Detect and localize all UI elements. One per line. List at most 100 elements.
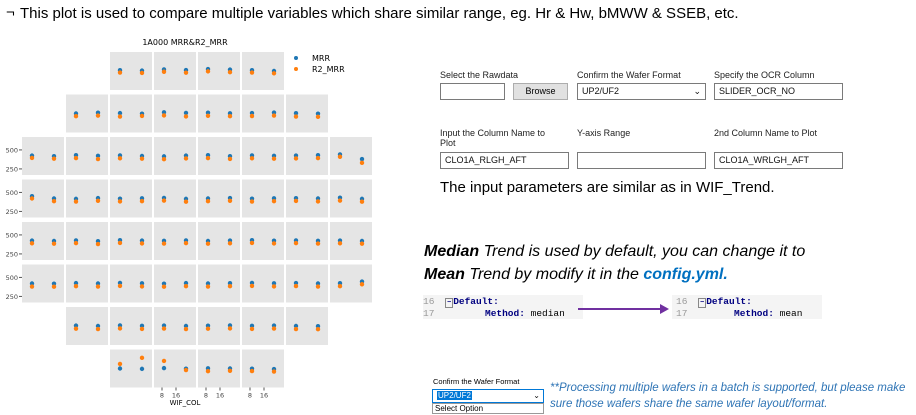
point [249,323,255,329]
x-tick-label: 8 [204,392,208,400]
line: Method: median [485,308,565,319]
panel [242,179,284,218]
panel [66,307,108,345]
ocr-input[interactable]: SLIDER_OCR_NO [714,83,843,100]
panel [198,307,240,345]
point [337,154,343,159]
panel [198,137,240,175]
y-tick-label: 500 [6,189,18,197]
point [139,284,145,289]
point [29,241,35,246]
key: − Default: [698,296,752,308]
point [249,283,255,289]
point [227,323,233,328]
point [293,156,299,161]
panel [242,264,284,303]
dropdown-option[interactable]: Select Option [432,403,544,414]
panel [286,94,328,133]
point [315,281,321,286]
line-no: 17 [676,308,688,319]
point [249,70,255,75]
point [227,368,233,373]
point [161,113,167,118]
point [293,326,299,332]
point [249,240,255,246]
point [29,196,35,201]
caption: The input parameters are similar as in W… [440,179,775,196]
point [161,365,167,371]
panel [198,94,240,133]
point [73,326,79,331]
point [359,241,365,246]
panel [286,137,328,175]
panel [66,137,108,175]
format-select[interactable]: UP2/UF2 ⌄ [432,389,544,403]
point [183,114,189,119]
point [117,114,123,119]
point [227,326,233,331]
point [161,358,167,364]
point [249,326,255,332]
point [271,156,277,161]
point [315,326,321,332]
col2-input[interactable]: CLO1A_WRLGH_AFT [714,152,843,169]
point [271,369,277,374]
point [183,110,189,116]
panel [154,94,196,133]
point [95,198,101,203]
point [183,280,189,286]
point [161,323,167,328]
y-tick-label: 500 [6,146,18,154]
yrange-input[interactable] [577,152,706,169]
point [337,198,343,203]
legend-label: R2_MRR [312,65,345,74]
point [271,241,277,246]
col-input[interactable]: CLO1A_RLGH_AFT [440,152,569,169]
point [227,69,233,75]
panel [154,52,196,90]
point [139,366,145,372]
point [117,326,123,331]
point [73,113,79,119]
point [315,155,321,161]
point [249,280,255,286]
label: Select the Rawdata [440,70,519,80]
legend-marker [294,56,298,60]
point [161,69,167,74]
legend-marker [294,67,298,71]
point [95,284,101,289]
panel [154,179,196,218]
select-value: UP2/UF2 [437,391,472,400]
y-tick-label: 250 [6,208,18,216]
point [161,110,167,115]
point [117,361,123,367]
point [205,155,211,161]
browse-button[interactable]: Browse [513,83,568,100]
format-select[interactable]: UP2/UF2 ⌄ [577,83,706,100]
panel [110,179,152,218]
point [161,326,167,331]
point [51,241,57,246]
point [139,281,145,286]
panel [198,179,240,218]
x-axis-label: WIF_COL [170,399,201,407]
point [51,284,57,289]
point [95,281,101,286]
panel [22,264,64,303]
value: mean [779,308,803,319]
point [205,323,211,328]
point [95,326,101,332]
point [139,156,145,161]
point [271,71,277,76]
panel [242,137,284,175]
point [139,198,145,204]
point [183,240,189,246]
key: − Default: [445,296,499,308]
panel [22,137,64,175]
point [293,323,299,329]
point [139,113,145,119]
point [95,241,101,247]
y-tick-label: 500 [6,274,18,282]
point [227,198,233,203]
rawdata-input[interactable] [440,83,505,100]
